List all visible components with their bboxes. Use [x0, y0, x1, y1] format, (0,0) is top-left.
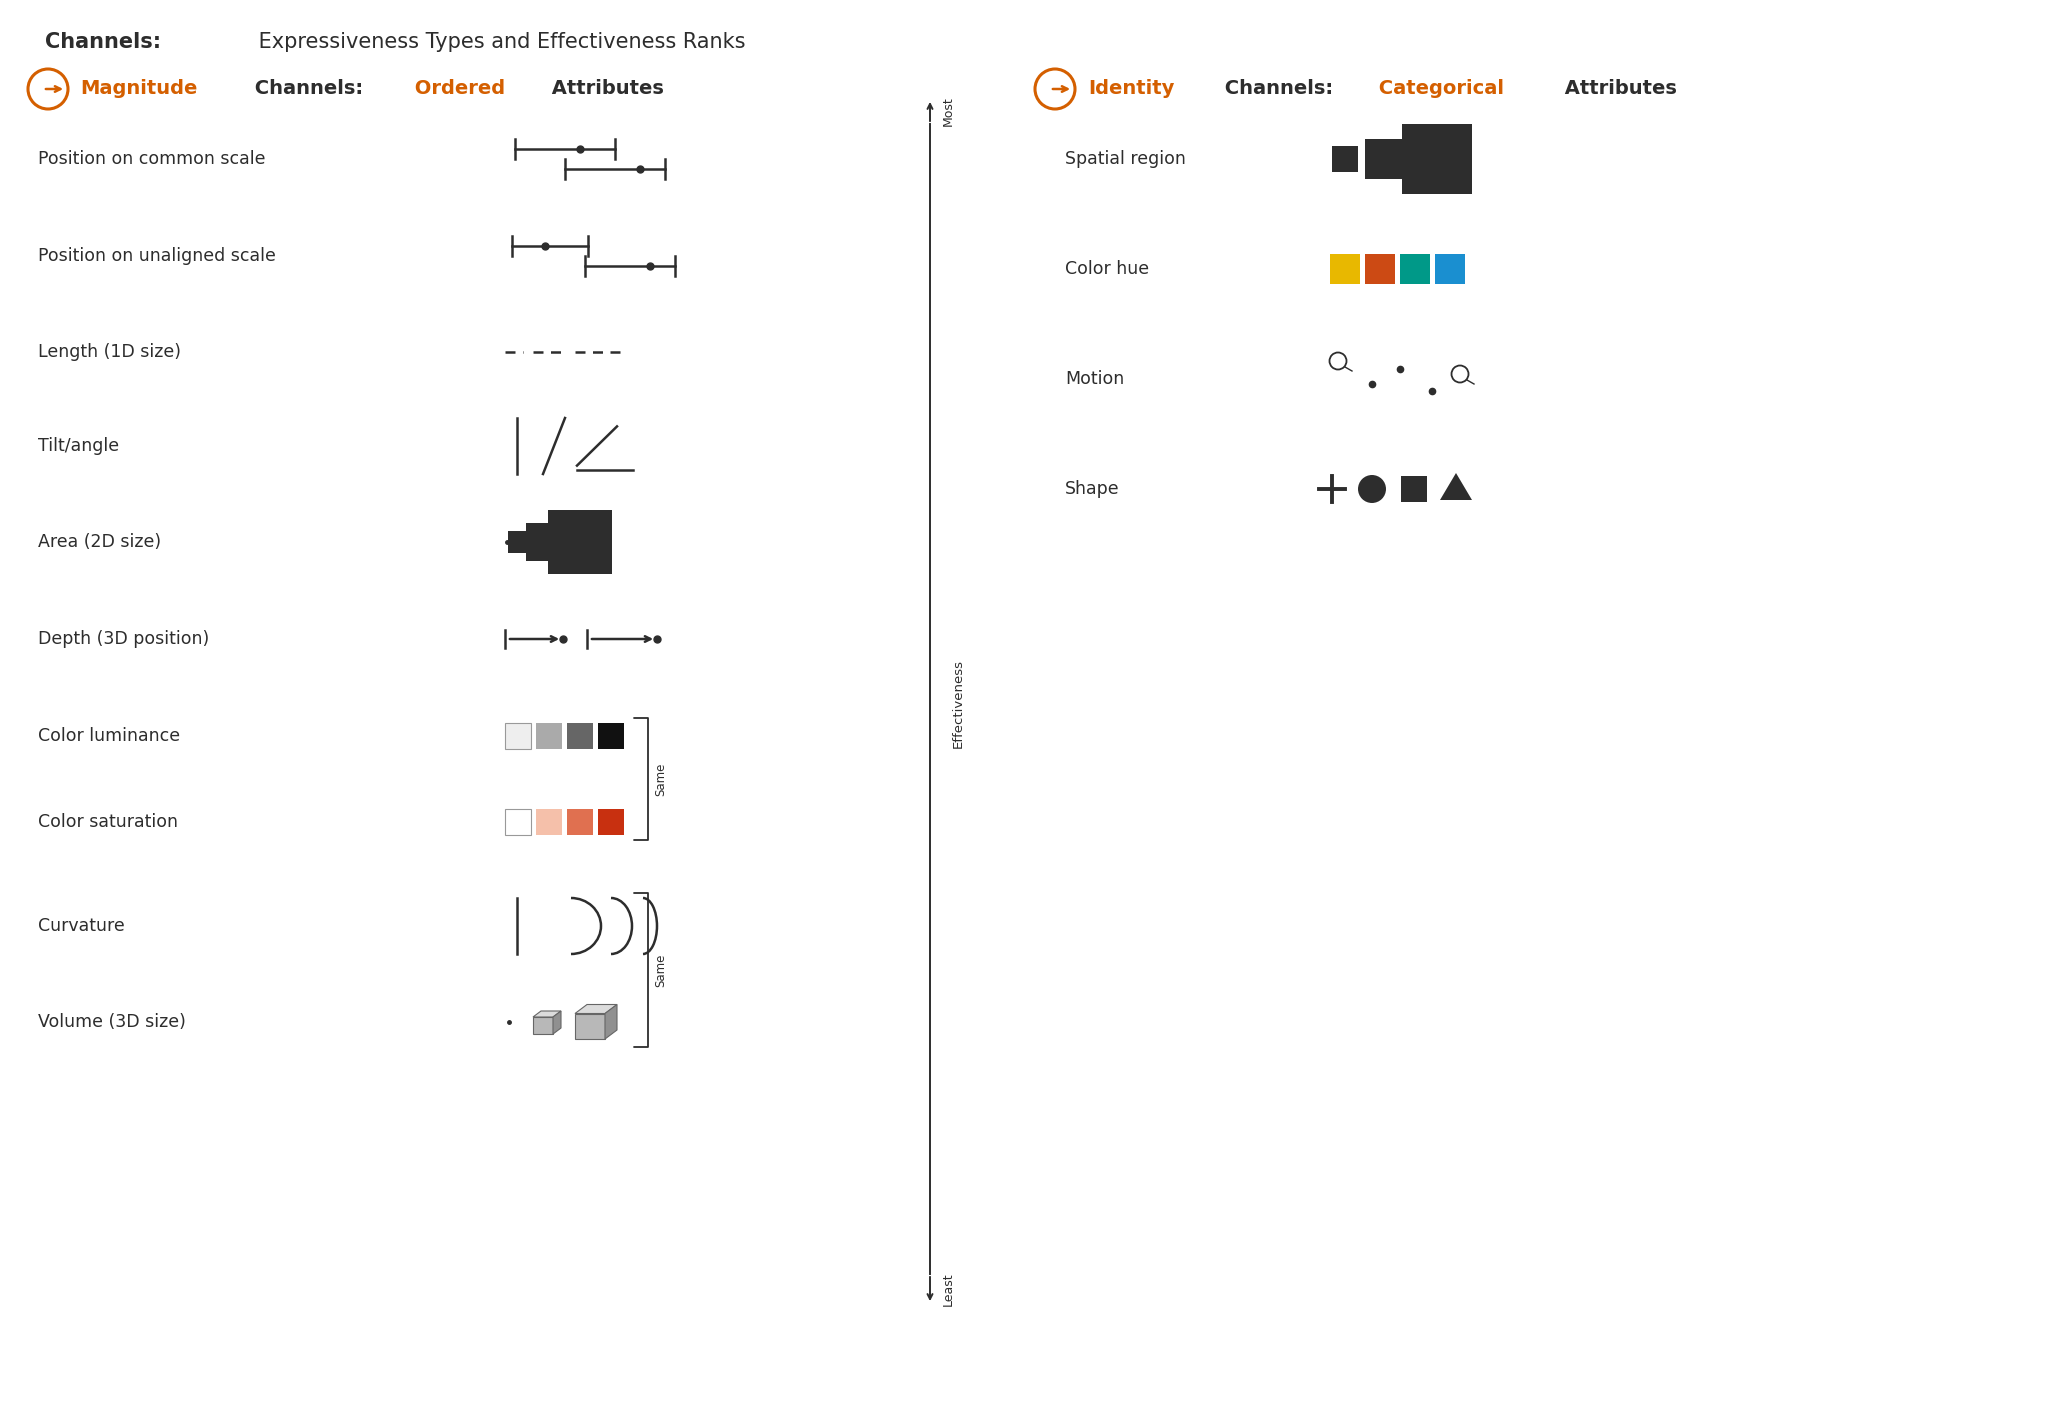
Text: Color luminance: Color luminance — [39, 727, 180, 746]
Circle shape — [1358, 475, 1386, 503]
Polygon shape — [553, 1011, 561, 1033]
Text: Channels:: Channels: — [45, 32, 162, 52]
Polygon shape — [575, 1004, 616, 1014]
Bar — [598, 809, 625, 835]
Polygon shape — [532, 1016, 553, 1033]
Text: Shape: Shape — [1065, 480, 1120, 498]
Bar — [526, 524, 563, 562]
Text: Categorical: Categorical — [1372, 80, 1503, 98]
Text: Channels:: Channels: — [1219, 80, 1333, 98]
Text: Same: Same — [653, 762, 668, 796]
Text: Length (1D size): Length (1D size) — [39, 343, 180, 361]
Text: Magnitude: Magnitude — [80, 80, 197, 98]
Bar — [506, 809, 530, 835]
Text: Depth (3D position): Depth (3D position) — [39, 630, 209, 649]
Polygon shape — [575, 1014, 604, 1039]
Text: Position on common scale: Position on common scale — [39, 150, 266, 168]
Bar — [598, 723, 625, 748]
Bar — [537, 723, 561, 748]
Bar — [537, 809, 561, 835]
Text: Motion: Motion — [1065, 371, 1124, 388]
Bar — [1401, 254, 1430, 284]
Text: Attributes: Attributes — [545, 80, 664, 98]
Bar — [549, 510, 612, 574]
Text: Curvature: Curvature — [39, 917, 125, 935]
Text: Ordered: Ordered — [408, 80, 506, 98]
Bar — [1329, 254, 1360, 284]
Text: Area (2D size): Area (2D size) — [39, 534, 162, 550]
Bar — [508, 531, 530, 553]
Text: Volume (3D size): Volume (3D size) — [39, 1014, 186, 1031]
Text: Same: Same — [653, 953, 668, 987]
Polygon shape — [604, 1004, 616, 1039]
Bar — [567, 723, 594, 748]
Text: Expressiveness Types and Effectiveness Ranks: Expressiveness Types and Effectiveness R… — [252, 32, 745, 52]
Bar — [1401, 476, 1427, 503]
Text: Identity: Identity — [1087, 80, 1174, 98]
Bar — [1366, 139, 1405, 178]
Text: Attributes: Attributes — [1559, 80, 1677, 98]
Polygon shape — [532, 1011, 561, 1016]
Bar — [1403, 124, 1473, 194]
Text: Position on unaligned scale: Position on unaligned scale — [39, 247, 276, 265]
Bar — [506, 723, 530, 748]
Text: Least: Least — [942, 1272, 954, 1306]
Bar — [1366, 254, 1395, 284]
Polygon shape — [1440, 473, 1473, 500]
Text: Color hue: Color hue — [1065, 260, 1149, 278]
Text: Most: Most — [942, 95, 954, 126]
Bar — [1436, 254, 1464, 284]
Text: Channels:: Channels: — [248, 80, 362, 98]
Text: Spatial region: Spatial region — [1065, 150, 1186, 168]
Text: Tilt/angle: Tilt/angle — [39, 437, 119, 455]
Bar — [1331, 146, 1358, 173]
Text: Color saturation: Color saturation — [39, 813, 178, 831]
Text: Effectiveness: Effectiveness — [952, 660, 965, 748]
Bar — [567, 809, 594, 835]
